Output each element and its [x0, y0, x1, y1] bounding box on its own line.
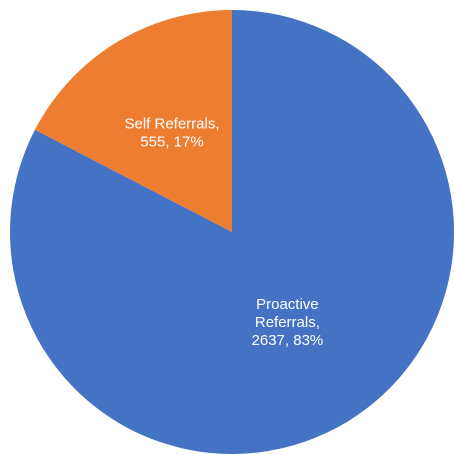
data-label-line: Referrals, — [255, 314, 320, 331]
data-label-line: Self Referrals, — [124, 115, 219, 132]
data-label-proactive-referrals: Proactive Referrals, 2637, 83% — [252, 296, 324, 349]
data-label-line: 555, 17% — [140, 133, 203, 150]
data-label-line: Proactive — [256, 296, 319, 313]
pie-slice-proactive-referrals — [10, 9, 455, 454]
data-label-self-referrals: Self Referrals, 555, 17% — [124, 115, 219, 150]
pie-slice-self-referrals — [34, 10, 232, 232]
data-label-line: 2637, 83% — [252, 332, 324, 349]
